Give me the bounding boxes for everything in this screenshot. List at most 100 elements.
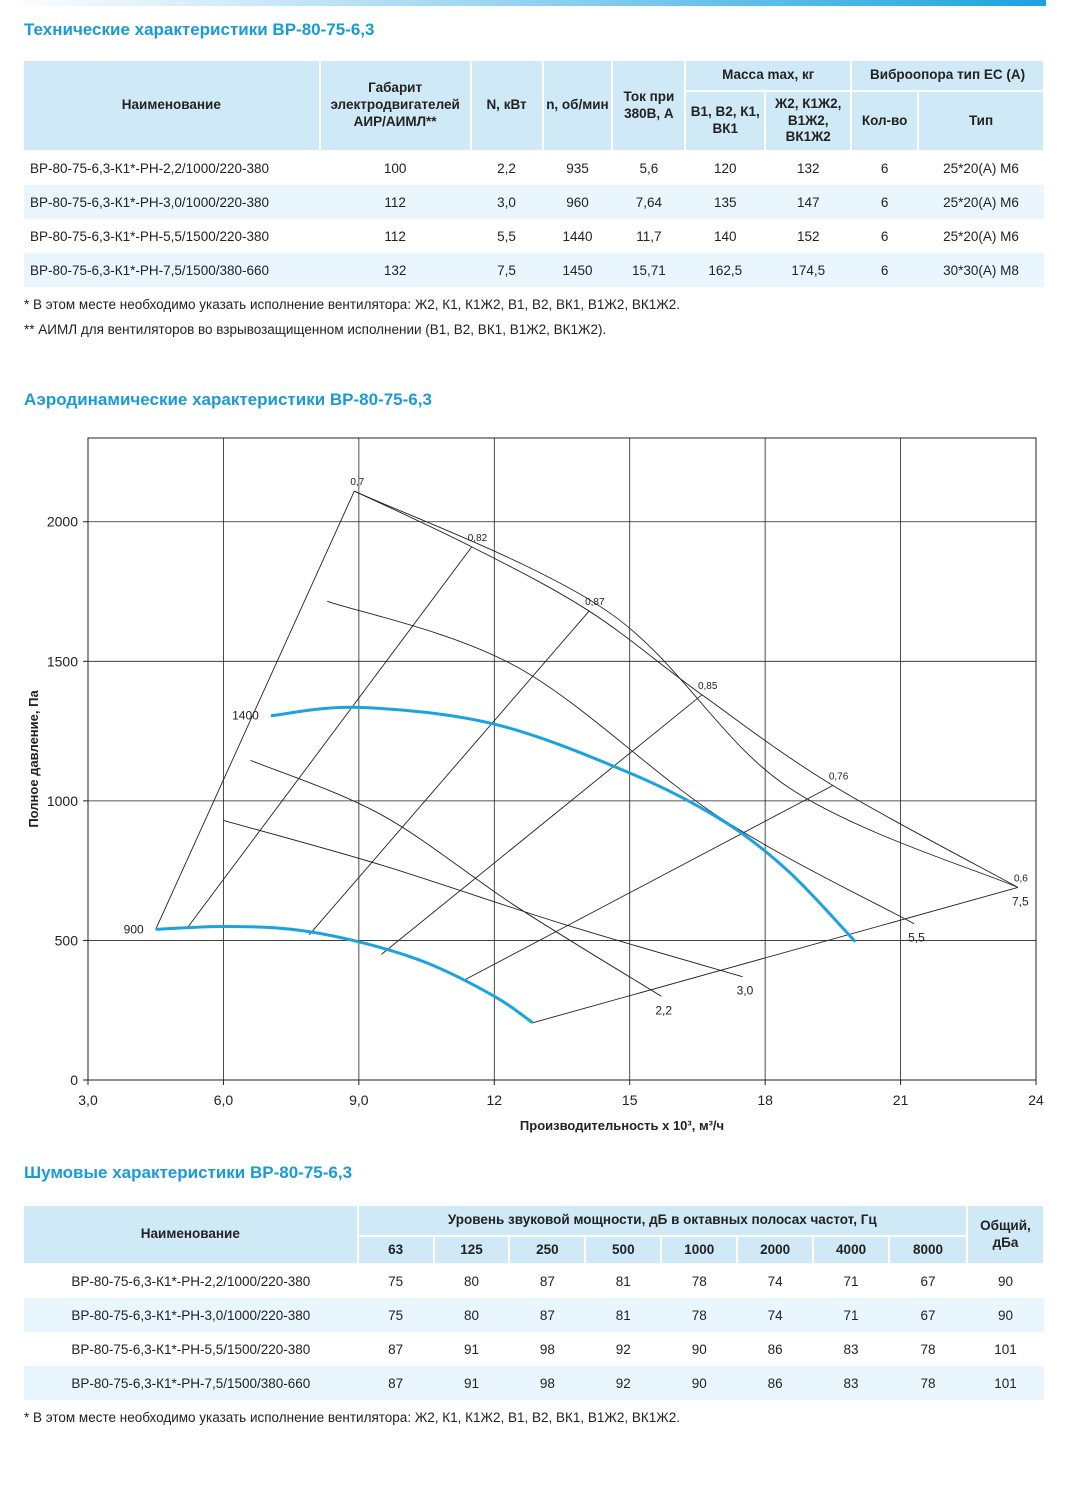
cell-value: 78 [661, 1298, 738, 1332]
cell-value: 74 [767, 1274, 783, 1289]
th-power: N, кВт [470, 61, 544, 152]
power-curve [327, 600, 915, 925]
cell-value: 75 [357, 1298, 434, 1332]
cell-name: ВР-80-75-6,3-К1*-РН-7,5/1500/380-660 [24, 253, 320, 287]
cell-current: 7,64 [612, 185, 686, 219]
cell-value: 78 [691, 1274, 707, 1289]
th-speed: n, об/мин [542, 61, 614, 152]
y-tick-label: 1000 [47, 793, 78, 809]
cell-value: 67 [889, 1298, 967, 1332]
tech-title: Технические характеристики ВР-80-75-6,3 [24, 20, 375, 39]
cell-name: ВР-80-75-6,3-К1*-РН-3,0/1000/220-380 [24, 1298, 358, 1332]
efficiency-label: 0,6 [1014, 873, 1028, 884]
cell-name: ВР-80-75-6,3-К1*-РН-7,5/1500/380-660 [24, 1366, 358, 1400]
table-row: ВР-80-75-6,3-К1*-РН-5,5/1500/220-380 112… [24, 219, 1044, 253]
noise-note: * В этом месте необходимо указать исполн… [24, 1410, 681, 1425]
th-freq: 125 [433, 1236, 511, 1265]
efficiency-label: 0,87 [585, 597, 605, 608]
tech-note-2: ** АИМЛ для вентиляторов во взрывозащище… [24, 322, 607, 337]
x-tick-label: 24 [1028, 1092, 1044, 1108]
cell-power: 7,5 [470, 253, 543, 287]
th-noise-name: Наименование [24, 1206, 359, 1265]
cell-speed: 960 [542, 185, 613, 219]
cell-value: 90 [661, 1366, 738, 1400]
cell-type: 30*30(А) М8 [918, 253, 1044, 287]
plot-frame [87, 437, 1037, 1081]
cell-value: 83 [843, 1341, 859, 1357]
cell-speed: 1440 [562, 228, 593, 244]
cell-value: 75 [388, 1274, 404, 1289]
efficiency-label: 0,76 [829, 772, 849, 783]
aero-title: Аэродинамические характеристики ВР-80-75… [24, 390, 432, 409]
x-axis-label: Производительность х 10³, м³/ч [520, 1118, 724, 1133]
cell-name: ВР-80-75-6,3-К1*-РН-2,2/1000/220-380 [71, 1274, 311, 1289]
y-tick-label: 2000 [47, 514, 78, 530]
cell-value: 83 [813, 1366, 890, 1400]
cell-value: 67 [920, 1274, 936, 1289]
cell-gabarit: 100 [383, 161, 407, 176]
upper-envelope [354, 490, 1019, 888]
cell-qty: 6 [851, 253, 919, 287]
cell-current: 15,71 [612, 253, 686, 287]
cell-value: 86 [767, 1341, 783, 1357]
th-freq: 8000 [889, 1236, 968, 1265]
cell-speed: 935 [566, 161, 589, 176]
cell-total: 90 [997, 1274, 1013, 1289]
cell-value: 87 [509, 1298, 586, 1332]
x-tick-label: 15 [622, 1092, 638, 1108]
cell-value: 91 [433, 1366, 510, 1400]
cell-value: 92 [585, 1366, 662, 1400]
speed-label: 900 [124, 922, 144, 936]
cell-value: 81 [615, 1274, 631, 1289]
table-row: ВР-80-75-6,3-К1*-РН-3,0/1000/220-380 112… [24, 185, 1044, 219]
cell-mass-a: 162,5 [685, 253, 766, 287]
cell-value: 92 [615, 1341, 631, 1357]
speed-curve [270, 705, 857, 943]
cell-current: 11,7 [636, 228, 662, 244]
cell-value: 71 [813, 1298, 890, 1332]
y-tick-label: 1500 [47, 653, 78, 669]
cell-value: 71 [843, 1274, 859, 1289]
cell-name: ВР-80-75-6,3-К1*-РН-2,2/1000/220-380 [30, 161, 270, 176]
efficiency-ray [462, 785, 834, 982]
th-freq: 1000 [661, 1236, 739, 1265]
cell-value: 78 [920, 1341, 936, 1357]
cell-value: 87 [539, 1274, 555, 1289]
x-tick-label: 18 [757, 1092, 773, 1108]
cell-value: 80 [433, 1298, 510, 1332]
cell-value: 98 [509, 1366, 586, 1400]
cell-name: ВР-80-75-6,3-К1*-РН-3,0/1000/220-380 [24, 185, 320, 219]
speed-curve [155, 924, 534, 1025]
x-tick-label: 6,0 [214, 1092, 234, 1108]
cell-mass-a: 140 [714, 228, 737, 244]
th-freq: 63 [357, 1236, 435, 1265]
th-vibro-type: Тип [918, 91, 1045, 152]
cell-value: 91 [463, 1341, 480, 1357]
cell-mass-a: 120 [714, 161, 737, 176]
efficiency-label: 0,85 [698, 681, 718, 692]
cell-gabarit: 132 [319, 253, 471, 287]
cell-total: 101 [994, 1341, 1017, 1357]
cell-qty: 6 [851, 185, 919, 219]
th-vibro: Виброопора тип ЕС (А) [851, 61, 1045, 92]
tech-note-1: * В этом месте необходимо указать исполн… [24, 297, 681, 312]
x-tick-label: 9,0 [349, 1092, 369, 1108]
power-label: 3,0 [737, 984, 754, 998]
th-freq: 250 [509, 1236, 587, 1265]
cell-value: 74 [737, 1298, 814, 1332]
cell-type: 25*20(А) М6 [943, 228, 1019, 244]
speed-label: 1400 [232, 709, 259, 723]
x-tick-label: 12 [486, 1092, 502, 1108]
th-freq: 2000 [737, 1236, 815, 1265]
efficiency-label: 0,82 [468, 533, 488, 544]
cell-value: 78 [889, 1366, 967, 1400]
table-row: ВР-80-75-6,3-К1*-РН-2,2/1000/220-380 100… [24, 151, 1044, 185]
cell-name: ВР-80-75-6,3-К1*-РН-5,5/1500/220-380 [30, 228, 270, 244]
tech-table: Наименование Габарит электродвигателей А… [24, 61, 1045, 287]
efficiency-ray [155, 490, 355, 930]
cell-power: 3,0 [470, 185, 543, 219]
cell-value: 87 [357, 1366, 434, 1400]
cell-current: 5,6 [639, 161, 659, 176]
x-tick-label: 21 [893, 1092, 909, 1108]
efficiency-ray [308, 610, 590, 936]
